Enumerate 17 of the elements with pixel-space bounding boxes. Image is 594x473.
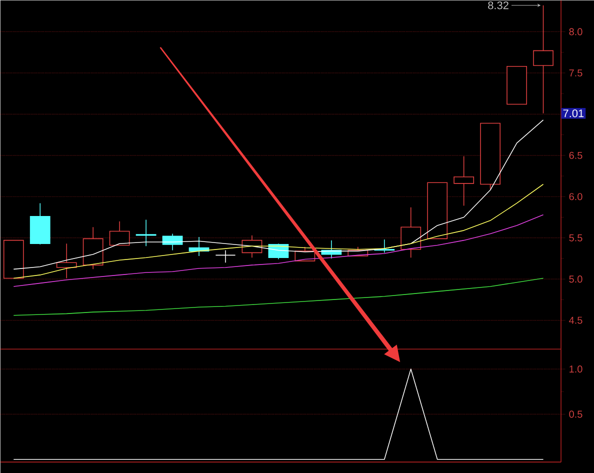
y-tick-label: 0.5 [569,410,582,418]
candlestick [215,250,236,263]
y-tick-label: 5.0 [569,276,582,283]
y-tick-label: 6.5 [569,152,582,159]
annotation: 7.01 [563,109,584,118]
candlestick [454,156,474,206]
y-tick-label: 4.5 [569,316,582,324]
y-tick-label: 7.5 [569,69,582,76]
y-tick-label: 8.0 [569,28,582,36]
y-tick-label: 5.5 [569,234,582,242]
candlestick [400,206,422,258]
candlestick [109,220,130,246]
candlestick [56,243,77,279]
candlestick [136,219,156,246]
y-tick-label: 1.0 [570,365,582,373]
annotation: 8.32 [488,1,508,10]
y-tick-label: 6.0 [569,193,582,200]
